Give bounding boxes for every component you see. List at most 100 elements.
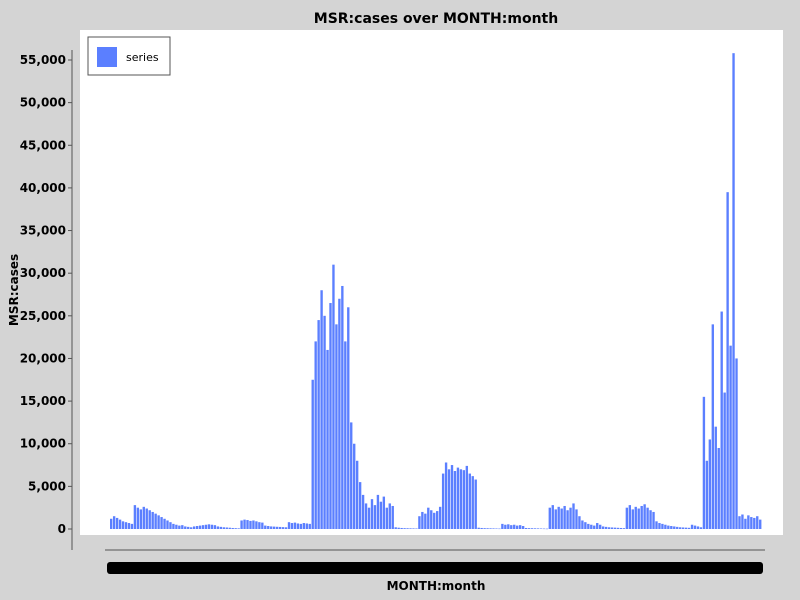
bar — [118, 519, 122, 529]
bar — [350, 422, 353, 529]
bar — [367, 507, 371, 529]
x-tick-labels-dense — [107, 562, 763, 574]
bar — [604, 526, 608, 529]
bar — [453, 471, 457, 529]
bar — [190, 527, 193, 529]
bar — [655, 521, 658, 529]
bar — [358, 482, 362, 529]
bar — [474, 479, 477, 529]
bar — [557, 506, 560, 529]
bar — [296, 523, 300, 529]
bar — [477, 527, 480, 529]
bar — [145, 508, 148, 529]
bar — [708, 439, 712, 529]
bar — [471, 476, 474, 529]
bar — [121, 521, 125, 529]
bar — [504, 524, 507, 529]
bar — [533, 528, 537, 529]
bar — [507, 524, 510, 529]
bar — [578, 516, 581, 529]
bar — [228, 527, 231, 529]
bar — [456, 467, 460, 529]
bar — [599, 524, 602, 529]
bar — [112, 516, 116, 529]
bar — [596, 523, 599, 529]
bar — [151, 511, 154, 529]
bar — [593, 525, 596, 529]
bar — [756, 516, 759, 529]
y-tick-label: 20,000 — [20, 351, 66, 365]
bar — [181, 525, 184, 529]
bar — [670, 526, 673, 529]
bar — [495, 528, 498, 529]
bar — [308, 523, 311, 529]
bar — [409, 528, 412, 529]
bar — [424, 513, 427, 529]
bar — [480, 527, 483, 529]
bar — [130, 523, 134, 529]
bar — [581, 520, 584, 529]
bar — [222, 527, 225, 529]
y-tick-label: 55,000 — [20, 53, 66, 67]
bar — [441, 473, 445, 529]
bar — [267, 526, 270, 529]
bar — [465, 465, 469, 529]
bar — [110, 518, 113, 529]
bar — [438, 506, 442, 529]
y-tick-label: 40,000 — [20, 181, 66, 195]
bar — [498, 528, 501, 530]
bar — [551, 505, 554, 529]
bar — [521, 526, 525, 529]
bar — [720, 311, 723, 529]
bar — [278, 526, 282, 529]
bar — [264, 525, 267, 529]
bar — [542, 528, 546, 530]
bar — [726, 192, 729, 530]
bar — [210, 524, 214, 529]
bar — [667, 525, 670, 529]
bar — [421, 511, 424, 529]
bar — [246, 520, 249, 529]
y-tick-label: 5,000 — [28, 479, 66, 493]
legend-swatch — [97, 47, 117, 67]
bar — [231, 527, 234, 529]
bar — [673, 526, 676, 529]
bar — [530, 528, 534, 529]
bar — [759, 519, 762, 529]
bar — [317, 320, 320, 529]
bar — [510, 525, 513, 529]
bar — [169, 522, 172, 529]
bar — [658, 523, 661, 529]
bar — [237, 528, 240, 529]
bar — [590, 524, 593, 529]
bar — [160, 517, 163, 529]
bar — [148, 510, 151, 529]
bar — [747, 515, 750, 529]
bar — [403, 528, 406, 529]
bar — [270, 526, 273, 529]
bar — [275, 526, 279, 529]
bar — [619, 527, 623, 529]
bar — [184, 526, 187, 529]
bar — [225, 527, 228, 529]
bar — [711, 324, 714, 529]
bar — [501, 523, 504, 529]
bar — [394, 527, 397, 529]
bar — [518, 525, 522, 529]
bar — [616, 527, 620, 529]
bar — [637, 508, 640, 529]
y-tick-label: 35,000 — [20, 224, 66, 238]
bar — [311, 379, 314, 529]
bar — [163, 518, 166, 529]
bar — [610, 527, 614, 529]
bar — [341, 285, 344, 529]
bar — [213, 525, 217, 529]
bar — [406, 528, 409, 529]
bar — [714, 426, 717, 529]
chart-title: MSR:cases over MONTH:month — [314, 11, 558, 27]
bar — [690, 524, 694, 529]
bar — [750, 517, 753, 529]
bar — [136, 507, 140, 529]
bar — [127, 523, 131, 529]
